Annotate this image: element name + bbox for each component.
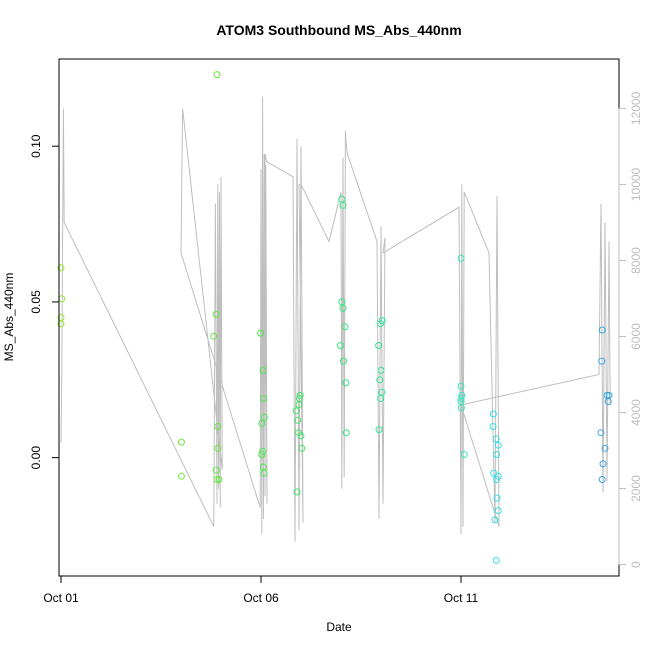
x-axis-label: Date <box>326 620 352 634</box>
data-point <box>215 476 223 483</box>
y2-tick-label: 12000 <box>629 91 643 125</box>
data-point <box>259 366 267 374</box>
secondary-y-axis: 0 2000 4000 6000 8000 10000 12000 <box>618 91 643 568</box>
data-point <box>604 398 612 406</box>
data-point <box>494 441 502 449</box>
x-axis: Oct 01 Oct 06 Oct 11 <box>43 575 479 605</box>
data-point <box>597 429 605 437</box>
data-point <box>214 444 222 452</box>
data-point <box>257 329 265 337</box>
data-point <box>339 357 347 365</box>
data-point <box>493 494 501 502</box>
data-point <box>375 342 383 349</box>
data-point <box>492 556 500 564</box>
data-point <box>339 304 347 312</box>
data-point <box>293 488 301 496</box>
data-point <box>57 320 65 328</box>
data-point <box>212 466 220 474</box>
data-point <box>598 476 606 483</box>
data-point <box>377 395 385 402</box>
data-point <box>599 460 607 468</box>
chart-title: ATOM3 Southbound MS_Abs_440nm <box>216 22 461 38</box>
data-point <box>258 419 266 427</box>
data-point <box>598 357 606 365</box>
series-line <box>60 96 611 542</box>
data-point <box>377 366 385 374</box>
data-point <box>457 404 465 412</box>
data-point <box>491 516 499 524</box>
data-point <box>489 410 497 418</box>
data-point <box>260 469 268 477</box>
data-point <box>297 432 305 440</box>
secondary-line-series <box>60 96 611 542</box>
data-point <box>292 407 300 415</box>
x-tick-label: Oct 01 <box>43 591 79 605</box>
data-point <box>259 395 267 402</box>
data-point <box>295 401 303 409</box>
data-point <box>294 416 302 424</box>
data-point <box>493 451 501 458</box>
data-point <box>341 323 349 331</box>
data-point <box>210 332 218 340</box>
y2-tick-label: 10000 <box>629 167 643 201</box>
y-axis-label: MS_Abs_440nm <box>2 273 16 362</box>
data-point <box>457 395 465 402</box>
data-point <box>492 435 500 443</box>
data-point <box>460 451 468 458</box>
data-point <box>457 254 465 262</box>
x-tick-label: Oct 11 <box>444 591 479 605</box>
data-point <box>258 451 266 458</box>
data-point <box>342 429 350 437</box>
data-point <box>375 426 383 434</box>
data-point <box>376 376 384 384</box>
data-point <box>259 447 267 455</box>
data-point <box>296 391 304 399</box>
y-axis: 0.00 0.05 0.10 <box>29 134 60 470</box>
data-point <box>342 379 350 387</box>
data-point <box>260 413 268 421</box>
data-point <box>337 342 345 349</box>
y2-tick-label: 0 <box>629 561 643 568</box>
y2-tick-label: 2000 <box>629 475 643 502</box>
data-point <box>598 326 606 334</box>
data-point <box>212 310 220 318</box>
data-point <box>489 423 497 430</box>
data-point <box>377 320 385 328</box>
data-point <box>339 201 347 209</box>
data-point <box>214 423 222 430</box>
data-point <box>213 476 221 483</box>
y-tick-label: 0.10 <box>29 134 43 158</box>
data-point <box>493 476 501 483</box>
y2-tick-label: 6000 <box>629 323 643 350</box>
data-point <box>457 382 465 390</box>
scatter-series <box>57 71 613 564</box>
data-point <box>378 388 386 396</box>
data-point <box>338 298 346 306</box>
y-tick-label: 0.00 <box>29 446 43 470</box>
data-point <box>298 444 306 452</box>
y2-tick-label: 8000 <box>629 247 643 274</box>
data-point <box>601 444 609 452</box>
x-tick-label: Oct 06 <box>243 591 279 605</box>
y-tick-label: 0.05 <box>29 290 43 314</box>
data-point <box>177 472 185 480</box>
y2-tick-label: 4000 <box>629 399 643 426</box>
data-point <box>213 71 221 79</box>
data-point <box>177 438 185 446</box>
data-point <box>57 264 65 272</box>
data-point <box>494 507 502 515</box>
plot-frame <box>58 58 620 577</box>
